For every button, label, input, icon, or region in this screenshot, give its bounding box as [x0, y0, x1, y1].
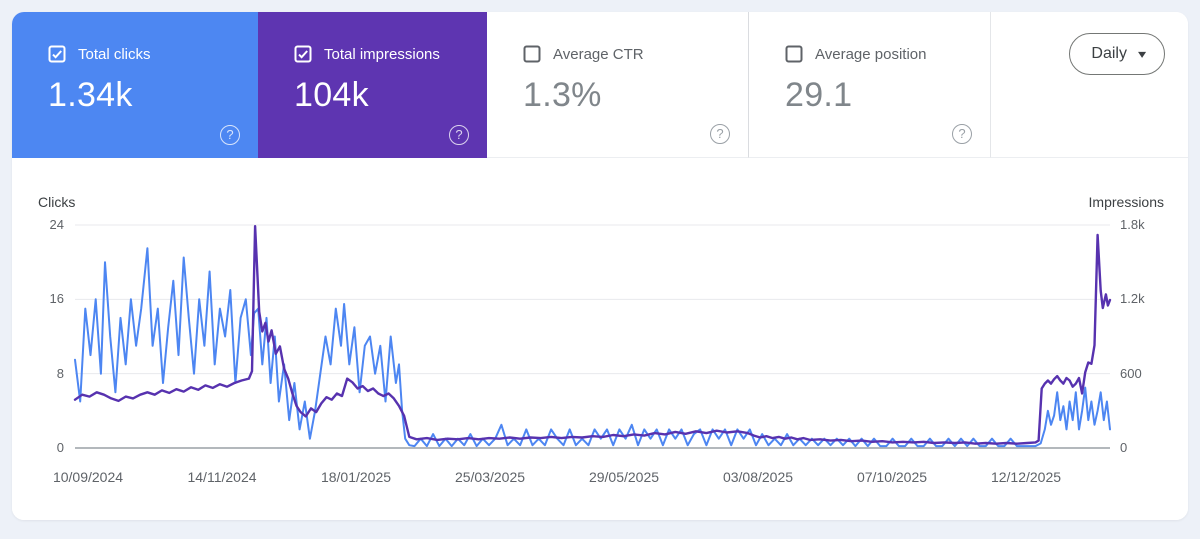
metric-tile-average-position[interactable]: Average position 29.1 ?: [748, 12, 990, 158]
granularity-label: Daily: [1091, 45, 1127, 62]
left-axis-tick: 0: [56, 440, 64, 455]
help-icon[interactable]: ?: [449, 125, 469, 145]
left-axis-tick: 8: [56, 366, 64, 381]
tile-label: Total impressions: [324, 45, 440, 63]
checkbox-checked-icon[interactable]: [294, 45, 312, 63]
right-axis-tick: 600: [1120, 366, 1142, 381]
tile-label: Average CTR: [553, 45, 644, 63]
right-axis-title: Impressions: [1088, 194, 1164, 210]
checkbox-checked-icon[interactable]: [48, 45, 66, 63]
x-axis-date: 07/10/2025: [856, 469, 928, 485]
tile-head: Average CTR: [523, 45, 748, 63]
help-icon[interactable]: ?: [710, 124, 730, 144]
performance-card: Total clicks 1.34k ? Total impressions 1…: [12, 12, 1188, 520]
chart-canvas[interactable]: [12, 158, 1188, 520]
x-axis-date: 18/01/2025: [320, 469, 392, 485]
average-position-value: 29.1: [785, 76, 853, 114]
average-ctr-value: 1.3%: [523, 76, 602, 114]
tiles-spacer: Daily ▾: [990, 12, 1188, 158]
total-clicks-value: 1.34k: [48, 76, 133, 114]
impressions-line: [73, 224, 1112, 445]
checkbox-unchecked-icon[interactable]: [785, 45, 803, 63]
metric-tiles-row: Total clicks 1.34k ? Total impressions 1…: [12, 12, 1188, 158]
help-icon[interactable]: ?: [220, 125, 240, 145]
metric-tile-total-clicks[interactable]: Total clicks 1.34k ?: [12, 12, 258, 158]
checkbox-unchecked-icon[interactable]: [523, 45, 541, 63]
x-axis-date: 25/03/2025: [454, 469, 526, 485]
left-axis-title: Clicks: [38, 194, 76, 210]
tile-head: Average position: [785, 45, 990, 63]
x-axis-date: 03/08/2025: [722, 469, 794, 485]
x-axis-date: 12/12/2025: [990, 469, 1062, 485]
right-axis-tick: 0: [1120, 440, 1128, 455]
date-granularity-dropdown[interactable]: Daily ▾: [1069, 33, 1165, 75]
left-axis-tick: 24: [49, 217, 64, 232]
metric-tile-total-impressions[interactable]: Total impressions 104k ?: [258, 12, 487, 158]
help-icon[interactable]: ?: [952, 124, 972, 144]
total-impressions-value: 104k: [294, 76, 369, 114]
right-axis-tick: 1.2k: [1120, 291, 1145, 306]
tile-label: Total clicks: [78, 45, 151, 63]
performance-chart: Clicks Impressions 24 16 8 0 1.8k 1.2k 6…: [12, 158, 1188, 520]
chevron-down-icon: ▾: [1137, 47, 1147, 61]
clicks-line: [74, 247, 1111, 448]
right-axis-tick: 1.8k: [1120, 217, 1145, 232]
x-axis-date: 29/05/2025: [588, 469, 660, 485]
tile-head: Total impressions: [294, 45, 487, 63]
tile-label: Average position: [815, 45, 927, 63]
tile-head: Total clicks: [48, 45, 258, 63]
x-axis-date: 10/09/2024: [52, 469, 124, 485]
left-axis-tick: 16: [49, 291, 64, 306]
x-axis-date: 14/11/2024: [187, 469, 257, 485]
metric-tile-average-ctr[interactable]: Average CTR 1.3% ?: [487, 12, 748, 158]
